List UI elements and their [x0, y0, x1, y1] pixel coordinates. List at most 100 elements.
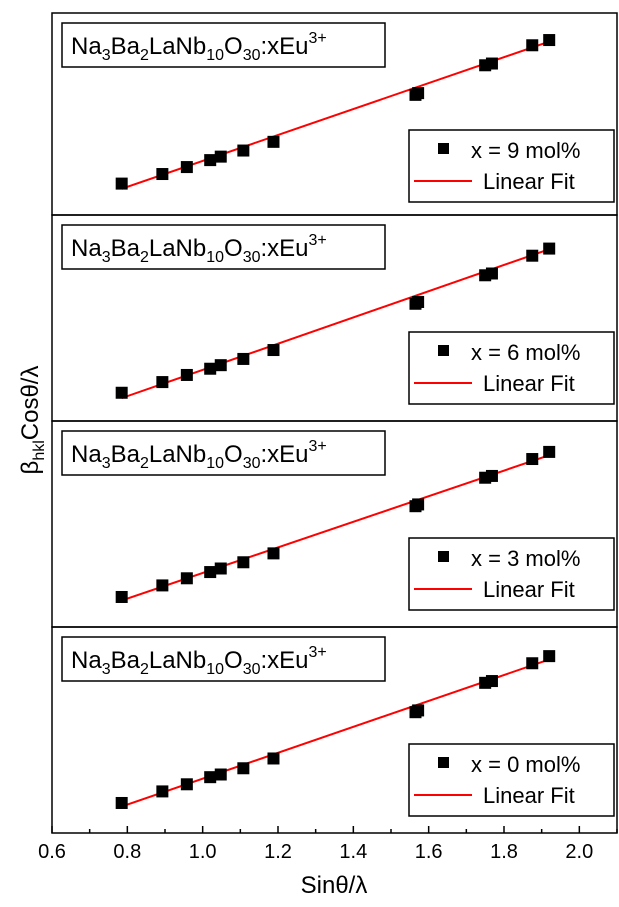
formula-text: Na3Ba2LaNb10O30:xEu3+ — [71, 644, 327, 678]
formula-subscript: 10 — [206, 455, 224, 472]
legend-box — [408, 331, 615, 405]
formula-part: LaNb — [149, 647, 206, 674]
formula-box — [61, 22, 386, 68]
x-tick-label: 1.4 — [339, 841, 367, 863]
data-point — [204, 771, 217, 784]
data-point — [412, 295, 425, 308]
formula-box — [61, 636, 386, 682]
legend-box — [408, 537, 615, 611]
panel-frame — [51, 626, 618, 834]
formula-part: :xEu — [261, 441, 309, 468]
formula-subscript: 10 — [206, 47, 224, 64]
formula-subscript: 2 — [140, 661, 149, 678]
formula-part: :xEu — [261, 235, 309, 262]
data-point — [526, 39, 539, 52]
legend: x = 0 mol% Linear Fit — [408, 743, 615, 817]
formula-label: Na3Ba2LaNb10O30:xEu3+ — [61, 22, 386, 68]
x-tick-label: 1.0 — [189, 841, 217, 863]
legend-label-fit: Linear Fit — [483, 783, 575, 808]
y-axis-title-rest: Cosθ/λ — [17, 366, 44, 441]
legend-label-data: x = 9 mol% — [471, 138, 580, 163]
data-point — [237, 144, 250, 157]
formula-part: O — [224, 33, 243, 60]
data-point — [214, 768, 227, 781]
formula-part: Na — [71, 441, 102, 468]
x-tick-label: 0.8 — [113, 841, 141, 863]
formula-subscript: 3 — [102, 249, 111, 266]
legend-box — [408, 129, 615, 203]
data-point — [267, 135, 280, 148]
data-point — [485, 675, 498, 688]
formula-superscript: 3+ — [309, 438, 327, 455]
data-point — [237, 762, 250, 775]
data-point — [485, 267, 498, 280]
y-axis-title: βhklCosθ/λ — [17, 366, 48, 475]
formula-subscript: 30 — [243, 455, 261, 472]
data-point — [526, 453, 539, 466]
panels-layer: Na3Ba2LaNb10O30:xEu3+x = 9 mol%Linear Fi… — [51, 12, 618, 834]
formula-part: LaNb — [149, 235, 206, 262]
data-point — [485, 57, 498, 70]
data-point — [214, 359, 227, 372]
data-point — [204, 362, 217, 375]
data-point — [180, 572, 193, 585]
formula-subscript: 2 — [140, 249, 149, 266]
formula-text: Na3Ba2LaNb10O30:xEu3+ — [71, 232, 327, 266]
data-point — [115, 796, 128, 809]
panel-3: Na3Ba2LaNb10O30:xEu3+ x = 3 mol% Linear Fi… — [51, 420, 618, 628]
x-axis: 0.6 0.8 1.0 1.2 1.4 1.6 1.8 2.0 — [38, 826, 618, 863]
formula-superscript: 3+ — [309, 30, 327, 47]
data-point — [267, 752, 280, 765]
formula-superscript: 3+ — [309, 644, 327, 661]
formula-label: Na3Ba2LaNb10O30:xEu3+ — [61, 224, 386, 270]
formula-part: :xEu — [261, 647, 309, 674]
formula-box — [61, 430, 386, 476]
formula-part: LaNb — [149, 33, 206, 60]
legend: x = 9 mol% Linear Fit — [408, 129, 615, 203]
x-tick-label: 2.0 — [565, 841, 593, 863]
formula-subscript: 30 — [243, 661, 261, 678]
formula-part: Ba — [111, 33, 141, 60]
formula-subscript: 3 — [102, 661, 111, 678]
panel-2: Na3Ba2LaNb10O30:xEu3+ x = 6 mol% Linear Fi… — [51, 214, 618, 422]
formula-part: Na — [71, 647, 102, 674]
legend-label-data: x = 3 mol% — [471, 546, 580, 571]
data-point — [543, 650, 556, 663]
data-point — [156, 785, 169, 798]
data-point — [180, 161, 193, 174]
data-point — [267, 344, 280, 357]
data-point — [214, 562, 227, 575]
formula-subscript: 2 — [140, 47, 149, 64]
formula-part: Ba — [111, 647, 141, 674]
formula-subscript: 10 — [206, 661, 224, 678]
data-point — [214, 150, 227, 163]
data-point — [237, 352, 250, 365]
formula-part: O — [224, 441, 243, 468]
panel-4: Na3Ba2LaNb10O30:xEu3+ x = 0 mol% Linear Fi… — [51, 626, 618, 834]
formula-part: Na — [71, 33, 102, 60]
formula-text: Na3Ba2LaNb10O30:xEu3+ — [71, 438, 327, 472]
legend: x = 3 mol% Linear Fit — [408, 537, 615, 611]
data-point — [204, 154, 217, 167]
data-point — [485, 469, 498, 482]
legend-label-fit: Linear Fit — [483, 169, 575, 194]
formula-superscript: 3+ — [309, 232, 327, 249]
formula-subscript: 2 — [140, 455, 149, 472]
data-point — [156, 168, 169, 181]
formula-part: LaNb — [149, 441, 206, 468]
data-point — [204, 566, 217, 579]
x-tick-label: 1.2 — [264, 841, 292, 863]
formula-subscript: 30 — [243, 47, 261, 64]
x-tick-label: 0.6 — [38, 841, 66, 863]
legend-label-data: x = 6 mol% — [471, 340, 580, 365]
x-axis-title: Sinθ/λ — [301, 872, 368, 899]
data-point — [412, 87, 425, 100]
data-point — [412, 704, 425, 717]
legend-marker-icon — [438, 757, 449, 768]
formula-part: :xEu — [261, 33, 309, 60]
formula-label: Na3Ba2LaNb10O30:xEu3+ — [61, 430, 386, 476]
formula-part: Ba — [111, 235, 141, 262]
formula-text: Na3Ba2LaNb10O30:xEu3+ — [71, 30, 327, 64]
y-axis-title-sub: hkl — [31, 440, 48, 460]
formula-part: O — [224, 235, 243, 262]
